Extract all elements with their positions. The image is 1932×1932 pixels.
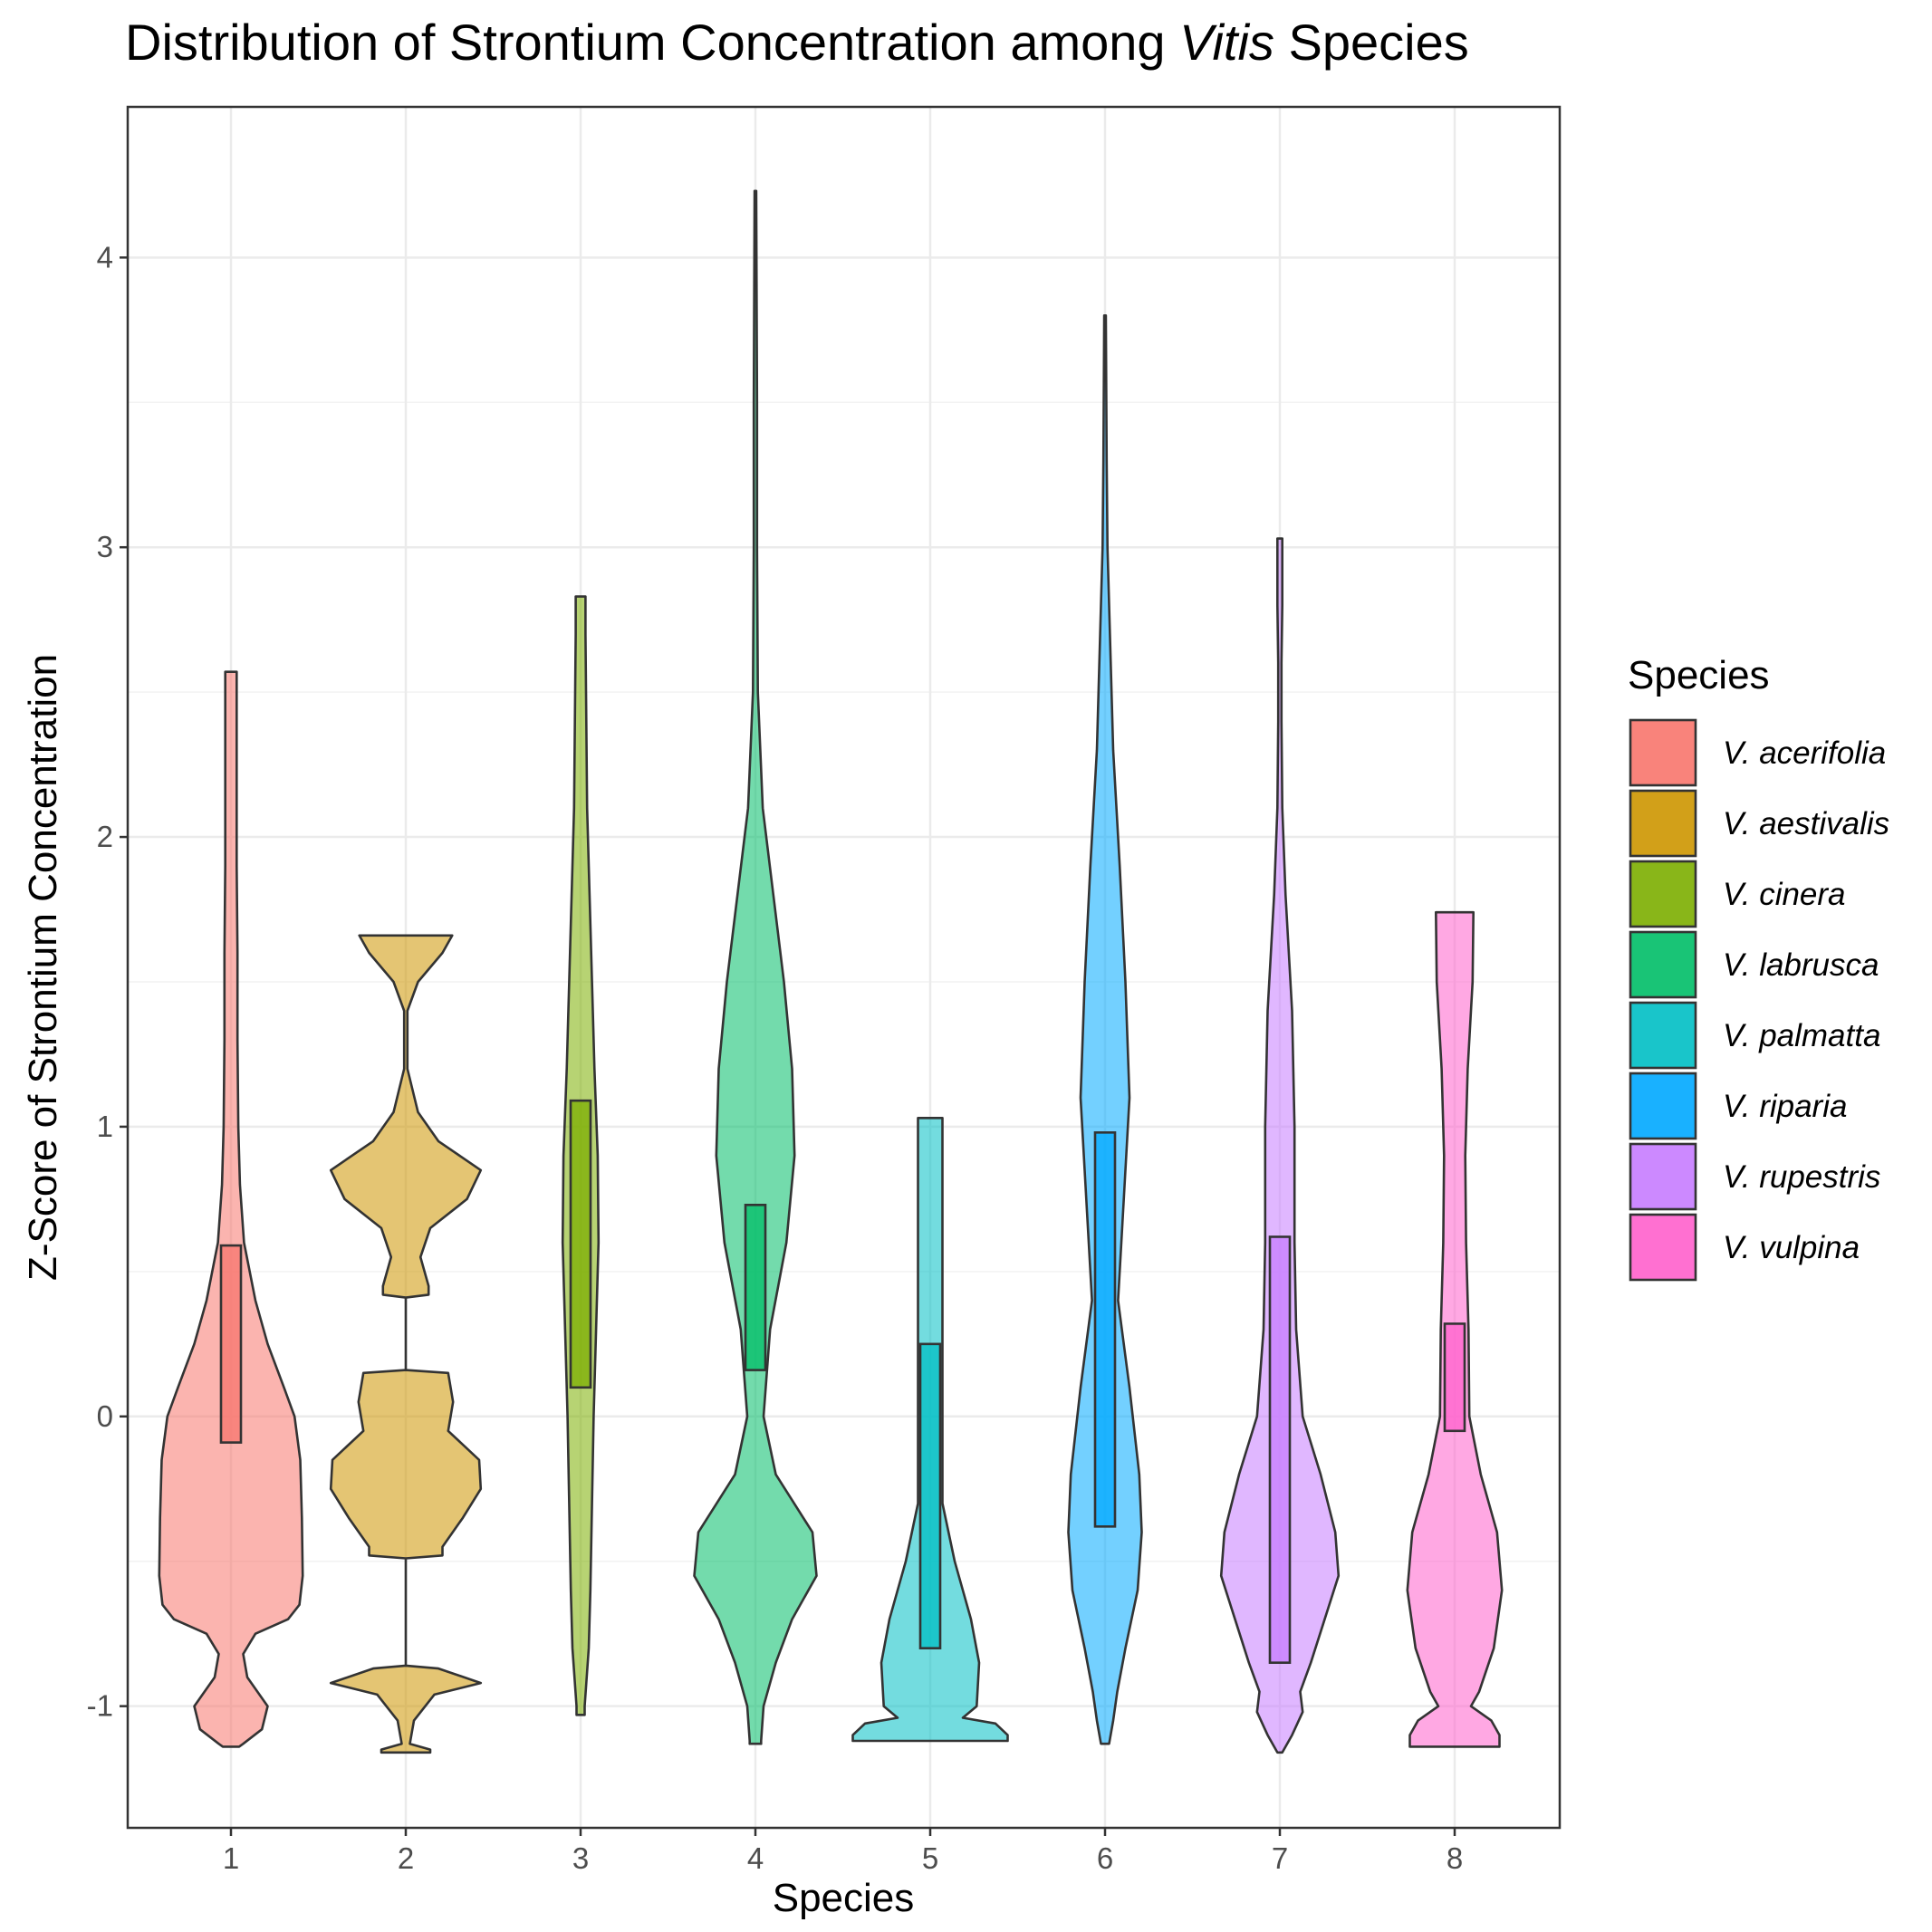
x-tick-label: 2 [398, 1841, 414, 1875]
quartile-box-8 [1443, 1322, 1466, 1433]
y-axis-title: Z-Score of Strontium Concentration [21, 654, 65, 1281]
quartile-box-3 [569, 1099, 592, 1389]
x-tick-label: 6 [1097, 1841, 1113, 1875]
x-tick-label: 4 [747, 1841, 764, 1875]
y-tick-label: -1 [87, 1689, 113, 1723]
legend-key [1629, 930, 1697, 999]
axis-ticks: -1 0 1 2 3 4 1 2 3 4 5 6 7 8 [87, 240, 1464, 1875]
plot-panel-border [126, 105, 1562, 1830]
legend-label: V. riparia [1723, 1089, 1847, 1124]
legend-label: V. aestivalis [1723, 806, 1889, 841]
x-axis-title: Species [773, 1876, 915, 1920]
legend: Species V. acerifolia V. aestivalis V. cin… [1628, 653, 1889, 1282]
x-tick-label: 7 [1272, 1841, 1288, 1875]
quartile-box-4 [744, 1203, 767, 1371]
x-tick-label: 3 [572, 1841, 589, 1875]
y-tick-label: 2 [97, 820, 113, 853]
legend-key [1629, 789, 1697, 858]
x-tick-label: 8 [1447, 1841, 1463, 1875]
legend-key [1629, 860, 1697, 928]
violin-7 [1219, 537, 1341, 1754]
y-tick-label: 3 [97, 530, 113, 563]
chart-title: Distribution of Strontium Concentration … [125, 14, 1469, 71]
legend-key [1629, 1001, 1697, 1070]
legend-title: Species [1628, 653, 1770, 697]
violins [158, 189, 1504, 1754]
x-tick-label: 1 [223, 1841, 239, 1875]
y-tick-label: 0 [97, 1399, 113, 1433]
legend-label: V. vulpina [1723, 1230, 1860, 1265]
quartile-box-7 [1268, 1235, 1292, 1664]
violin-2 [329, 934, 483, 1754]
legend-key [1629, 1072, 1697, 1140]
legend-key [1629, 718, 1697, 787]
legend-label: V. cinera [1723, 877, 1846, 912]
x-tick-label: 5 [922, 1841, 938, 1875]
y-tick-label: 1 [97, 1110, 113, 1143]
y-tick-label: 4 [97, 240, 113, 274]
legend-key [1629, 1213, 1697, 1282]
quartile-box-6 [1093, 1131, 1117, 1528]
legend-label: V. acerifolia [1723, 735, 1886, 771]
legend-label: V. labrusca [1723, 947, 1879, 983]
violin-6 [1067, 314, 1143, 1745]
legend-label: V. rupestris [1723, 1159, 1880, 1195]
violin-4 [693, 189, 818, 1745]
legend-key [1629, 1142, 1697, 1211]
legend-label: V. palmatta [1723, 1018, 1880, 1053]
violin-1 [158, 670, 304, 1748]
quartile-box-5 [918, 1342, 942, 1649]
quartile-box-1 [219, 1244, 243, 1444]
